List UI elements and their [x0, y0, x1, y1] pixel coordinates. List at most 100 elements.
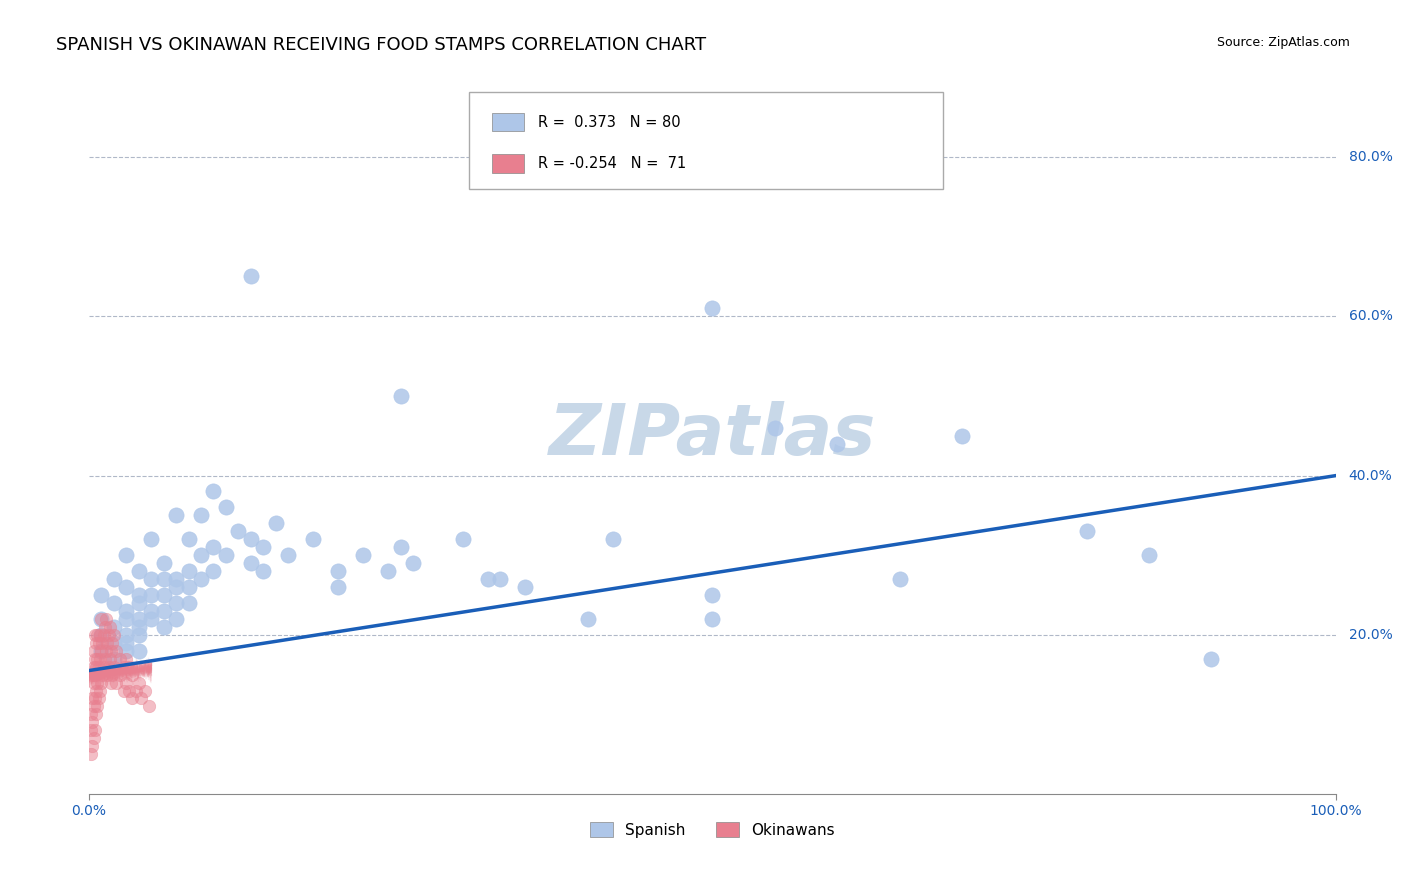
Point: [134, 683, 156, 698]
Point: [83, 643, 105, 657]
Point: [702, 612, 724, 626]
Point: [215, 548, 238, 562]
Point: [82, 739, 104, 754]
Point: [115, 643, 138, 657]
Point: [96, 667, 118, 681]
Point: [84, 651, 107, 665]
Point: [82, 715, 104, 730]
Point: [602, 533, 624, 547]
Point: [121, 691, 143, 706]
Point: [118, 659, 141, 673]
Point: [100, 643, 122, 657]
Point: [328, 564, 350, 578]
Text: ZIPatlas: ZIPatlas: [548, 401, 876, 470]
Point: [328, 580, 350, 594]
Point: [105, 643, 128, 657]
Point: [89, 628, 111, 642]
Point: [252, 564, 274, 578]
Point: [90, 675, 112, 690]
Text: R = -0.254   N =  71: R = -0.254 N = 71: [538, 156, 686, 170]
Point: [115, 636, 138, 650]
Point: [702, 588, 724, 602]
FancyBboxPatch shape: [492, 112, 524, 131]
Point: [128, 675, 150, 690]
Text: Source: ZipAtlas.com: Source: ZipAtlas.com: [1216, 36, 1350, 49]
Point: [515, 580, 537, 594]
FancyBboxPatch shape: [470, 92, 943, 188]
Point: [165, 612, 187, 626]
Point: [477, 572, 499, 586]
Point: [138, 699, 160, 714]
Point: [389, 389, 412, 403]
Point: [83, 659, 105, 673]
Point: [576, 612, 599, 626]
Point: [128, 596, 150, 610]
Point: [489, 572, 512, 586]
Point: [128, 628, 150, 642]
Point: [129, 691, 152, 706]
Point: [90, 628, 112, 642]
Point: [215, 500, 238, 515]
Point: [103, 572, 125, 586]
Point: [108, 667, 131, 681]
Point: [86, 675, 108, 690]
Point: [118, 683, 141, 698]
Point: [1201, 651, 1223, 665]
Point: [239, 269, 262, 284]
Point: [121, 667, 143, 681]
Point: [152, 620, 174, 634]
Point: [103, 651, 125, 665]
Point: [128, 564, 150, 578]
Point: [277, 548, 299, 562]
Point: [152, 604, 174, 618]
Point: [83, 699, 105, 714]
Point: [264, 516, 287, 531]
Point: [202, 484, 225, 499]
Point: [763, 421, 786, 435]
Point: [177, 596, 200, 610]
Point: [115, 548, 138, 562]
Point: [252, 540, 274, 554]
Point: [165, 508, 187, 523]
Point: [165, 572, 187, 586]
Point: [128, 612, 150, 626]
Point: [1076, 524, 1098, 539]
Point: [90, 612, 112, 626]
Point: [950, 428, 973, 442]
Point: [377, 564, 399, 578]
Point: [96, 643, 118, 657]
Point: [115, 612, 138, 626]
Text: 60.0%: 60.0%: [1348, 310, 1392, 323]
Point: [80, 707, 103, 722]
Point: [83, 731, 105, 746]
Point: [177, 580, 200, 594]
Point: [112, 659, 135, 673]
Point: [115, 604, 138, 618]
Point: [152, 588, 174, 602]
Point: [139, 533, 162, 547]
Point: [115, 651, 138, 665]
Point: [165, 580, 187, 594]
Text: SPANISH VS OKINAWAN RECEIVING FOOD STAMPS CORRELATION CHART: SPANISH VS OKINAWAN RECEIVING FOOD STAMP…: [56, 36, 706, 54]
Point: [152, 572, 174, 586]
Point: [115, 675, 138, 690]
Point: [80, 723, 103, 738]
Point: [115, 628, 138, 642]
Point: [84, 723, 107, 738]
Point: [139, 572, 162, 586]
Point: [87, 659, 110, 673]
Point: [90, 643, 112, 657]
Point: [825, 436, 848, 450]
Point: [190, 508, 212, 523]
Text: 40.0%: 40.0%: [1348, 468, 1392, 483]
Point: [103, 628, 125, 642]
Point: [86, 628, 108, 642]
Point: [91, 636, 114, 650]
Point: [86, 699, 108, 714]
Point: [139, 588, 162, 602]
Point: [228, 524, 250, 539]
Point: [93, 659, 115, 673]
Point: [90, 643, 112, 657]
Point: [165, 596, 187, 610]
Point: [87, 691, 110, 706]
